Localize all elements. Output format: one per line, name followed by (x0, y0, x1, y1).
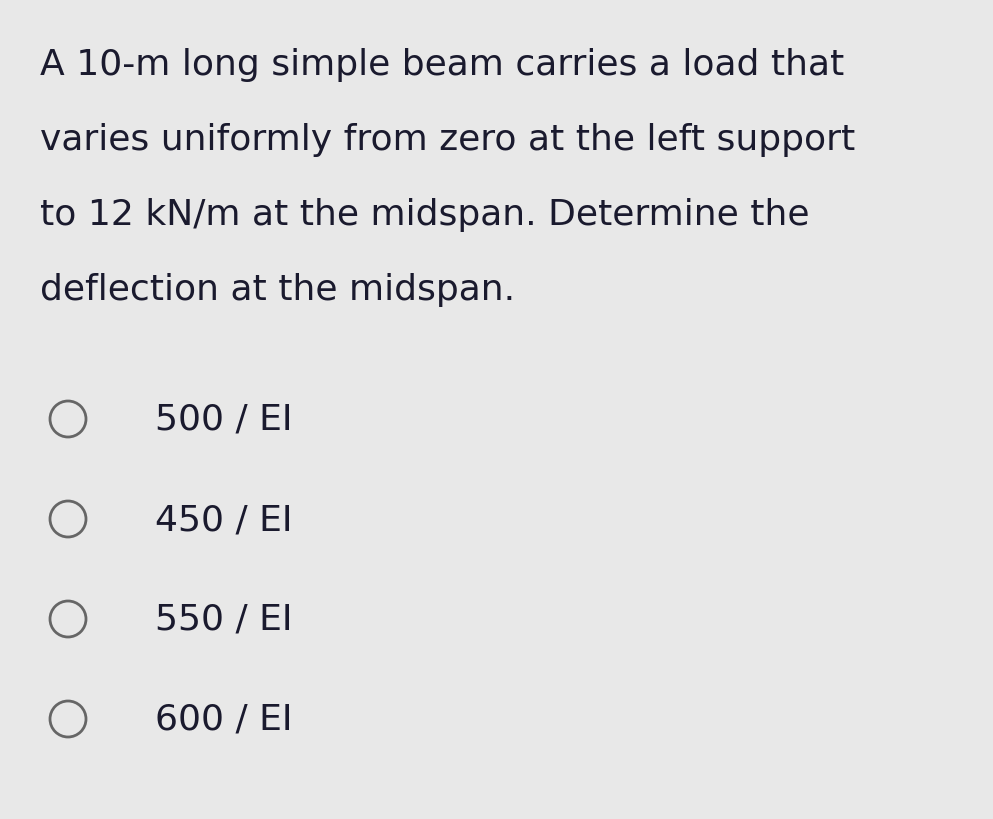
Text: 500 / EI: 500 / EI (155, 402, 293, 437)
Text: 600 / EI: 600 / EI (155, 702, 293, 736)
Text: 550 / EI: 550 / EI (155, 602, 293, 636)
Text: 450 / EI: 450 / EI (155, 502, 293, 536)
Text: deflection at the midspan.: deflection at the midspan. (40, 273, 515, 306)
Text: A 10-m long simple beam carries a load that: A 10-m long simple beam carries a load t… (40, 48, 844, 82)
Text: varies uniformly from zero at the left support: varies uniformly from zero at the left s… (40, 123, 855, 156)
Text: to 12 kN/m at the midspan. Determine the: to 12 kN/m at the midspan. Determine the (40, 197, 809, 232)
